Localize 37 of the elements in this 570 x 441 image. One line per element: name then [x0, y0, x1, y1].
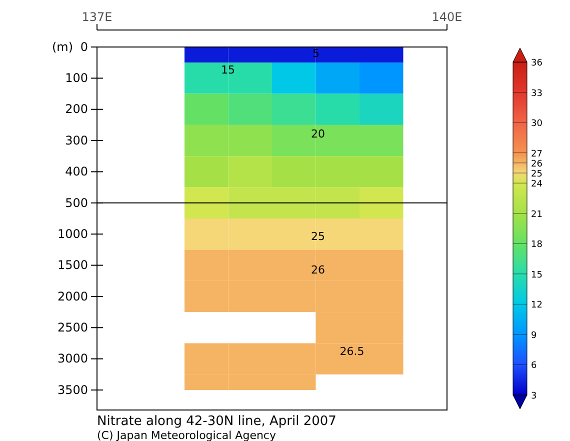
y-tick-label: 3500 [57, 382, 88, 397]
color-bar-label: 33 [531, 88, 542, 99]
annotation: 26.5 [340, 344, 364, 358]
y-tick-label: 3000 [57, 352, 88, 366]
y-tick-label: 400 [65, 164, 88, 179]
y-tick-label: 200 [65, 102, 88, 116]
color-bar-label: 15 [531, 270, 542, 280]
color-bar-label: 18 [531, 240, 543, 250]
y-tick-label: 2000 [57, 289, 88, 304]
color-bar-label: 6 [531, 361, 537, 372]
color-bar-label: 9 [531, 330, 537, 341]
annotation: 20 [311, 128, 325, 141]
color-bar-label: 3 [531, 392, 537, 402]
color-bar-label: 36 [531, 58, 543, 68]
x2-tick-label: 137E [82, 10, 112, 24]
annotation: 5 [312, 47, 320, 60]
y-tick-label: 300 [65, 133, 88, 148]
color-bar-label: 21 [531, 210, 542, 220]
annotation: 25 [311, 230, 325, 244]
color-bar-label: 25 [531, 170, 542, 180]
y-tick-label: 100 [65, 71, 88, 86]
y-axis-title: (m) [52, 40, 74, 54]
text: Nitrate along 42-30N line, April 2007 [97, 414, 336, 429]
y-tick-label: 0 [80, 40, 88, 54]
color-bar-label: 12 [531, 300, 542, 311]
annotation: 15 [221, 64, 235, 77]
annotation: 26 [311, 263, 325, 276]
color-bar-label: 30 [531, 119, 543, 130]
y-tick-label: 1500 [57, 258, 88, 272]
y-tick-label: 1000 [57, 226, 88, 241]
x2-tick-label: 140E [432, 10, 462, 24]
y-tick-label: 2500 [57, 320, 88, 334]
text: (C) Japan Meteorological Agency [97, 429, 276, 441]
color-bar-label: 26 [531, 159, 543, 170]
color-bar-label: 24 [531, 180, 543, 190]
color-bar-label: 27 [531, 149, 542, 160]
y-tick-label: 500 [65, 196, 88, 210]
